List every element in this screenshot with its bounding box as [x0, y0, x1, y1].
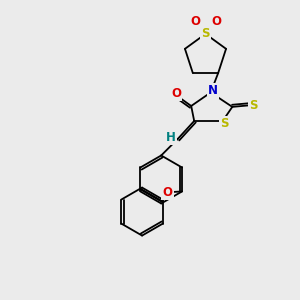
- Text: O: O: [190, 15, 200, 28]
- Text: S: S: [220, 117, 228, 130]
- Text: O: O: [163, 186, 172, 199]
- Text: O: O: [211, 15, 221, 28]
- Text: H: H: [166, 131, 176, 144]
- Text: O: O: [171, 87, 181, 100]
- Text: S: S: [249, 99, 257, 112]
- Text: N: N: [208, 85, 218, 98]
- Text: S: S: [201, 27, 210, 40]
